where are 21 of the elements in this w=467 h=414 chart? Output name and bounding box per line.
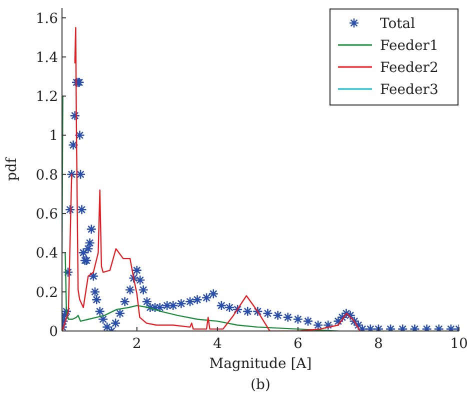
y-tick-label: 0 (49, 324, 58, 340)
y-tick-label: 1.4 (36, 50, 58, 66)
text: (b) (250, 377, 270, 393)
y-tick-label: 0.8 (36, 167, 58, 184)
x-tick-label: 4 (212, 336, 222, 352)
x-tick-label: 8 (374, 336, 383, 352)
legend-label: Feeder3 (380, 82, 438, 98)
y-tick-label: 0.2 (36, 284, 58, 301)
x-axis-title: Magnitude [A] (209, 356, 312, 372)
y-axis-title: pdf (4, 156, 20, 182)
y-tick-label: 1 (49, 128, 58, 144)
legend-label: Total (380, 16, 416, 32)
y-tick-label: 0.4 (36, 246, 58, 262)
y-tick-label: 1.2 (36, 89, 58, 106)
x-tick-label: 2 (132, 336, 142, 352)
x-tick-label: 6 (293, 336, 302, 352)
y-tick-label: 1.6 (36, 10, 58, 27)
legend-label: Feeder1 (380, 38, 438, 54)
legend-label: Feeder2 (380, 60, 438, 76)
x-tick-label: 10 (450, 336, 467, 352)
y-tick-label: 0.6 (36, 206, 58, 223)
